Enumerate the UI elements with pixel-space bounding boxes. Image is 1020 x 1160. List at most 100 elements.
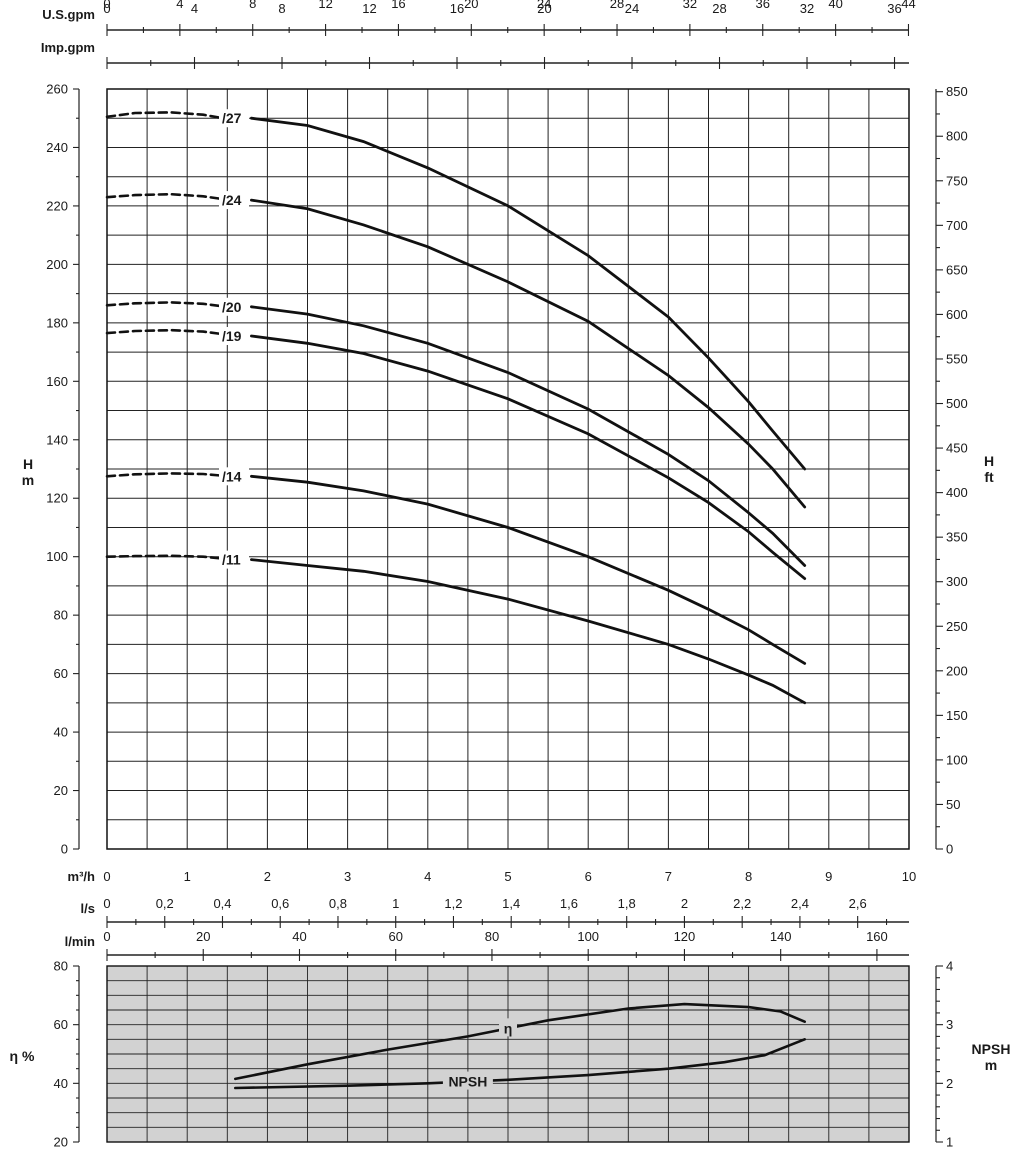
m3h-tick-label: 8 xyxy=(745,869,752,884)
head-y2-tick-label: 200 xyxy=(946,663,968,678)
m3h-tick-label: 7 xyxy=(665,869,672,884)
imp-gpm-tick-label: 12 xyxy=(362,1,376,16)
efficiency-y-axis-label: η % xyxy=(10,1048,35,1064)
head-curve-3 xyxy=(250,334,807,580)
flow-unit-axes-top: U.S.gpm Imp.gpm 0 4 8 12 16 20 24 28 32 36 40 440 4 8… xyxy=(41,0,916,69)
head-curve-2 xyxy=(250,305,807,567)
curve-label-bg xyxy=(219,109,249,128)
lmin-tick-label: 40 xyxy=(292,929,306,944)
m3h-tick-label: 0 xyxy=(103,869,110,884)
m3h-tick-label: 2 xyxy=(264,869,271,884)
lmin-axis-label: l/min xyxy=(65,934,95,949)
imp-gpm-tick-label: 36 xyxy=(887,1,901,16)
m3h-tick-label: 4 xyxy=(424,869,431,884)
us-gpm-tick-label: 28 xyxy=(610,0,624,11)
ls-tick-label: 0,2 xyxy=(156,896,174,911)
us-gpm-tick-label: 24 xyxy=(537,0,551,11)
head-y-tick-label: 40 xyxy=(54,725,68,740)
npsh-y2-tick-label: 4 xyxy=(946,959,953,974)
imp-gpm-tick-label: 32 xyxy=(800,1,814,16)
head-y-tick-label: 80 xyxy=(54,608,68,623)
eff-curve-label-bg xyxy=(442,1071,493,1090)
head-y2-tick-label: 400 xyxy=(946,485,968,500)
m3h-tick-label: 1 xyxy=(184,869,191,884)
npsh-curve xyxy=(234,1038,806,1090)
head-y2-tick-label: 800 xyxy=(946,129,968,144)
efficiency-curve xyxy=(234,1002,806,1081)
head-y2-tick-label: 650 xyxy=(946,262,968,277)
us-gpm-tick-label: 0 xyxy=(103,0,110,11)
ls-tick-label: 1,4 xyxy=(502,896,520,911)
head-y-tick-label: 200 xyxy=(46,257,68,272)
head-curve-dashed-1 xyxy=(105,192,221,200)
m3h-tick-label: 9 xyxy=(825,869,832,884)
head-y-tick-label: 100 xyxy=(46,549,68,564)
head-y-tick-label: 260 xyxy=(46,82,68,97)
head-y-tick-label: 220 xyxy=(46,198,68,213)
m3h-tick-label: 3 xyxy=(344,869,351,884)
lmin-tick-label: 140 xyxy=(770,929,792,944)
lmin-tick-label: 0 xyxy=(103,929,110,944)
ls-tick-label: 1,8 xyxy=(618,896,636,911)
head-y-tick-label: 60 xyxy=(54,666,68,681)
ls-tick-label: 2,6 xyxy=(849,896,867,911)
head-y-tick-label: 20 xyxy=(54,783,68,798)
ls-tick-label: 1,6 xyxy=(560,896,578,911)
ls-tick-label: 1 xyxy=(392,896,399,911)
head-y2-tick-label: 500 xyxy=(946,396,968,411)
head-curve-dashed-3 xyxy=(105,328,221,335)
ls-axis-label: l/s xyxy=(81,901,95,916)
lmin-tick-label: 80 xyxy=(485,929,499,944)
head-y2-tick-label: 250 xyxy=(946,619,968,634)
ls-tick-label: 2 xyxy=(681,896,688,911)
ls-tick-label: 0 xyxy=(103,896,110,911)
head-panel: H m H ft m³/h 02040608010012014016018020… xyxy=(22,82,994,885)
us-gpm-tick-label: 32 xyxy=(683,0,697,11)
head-y2-tick-label: 50 xyxy=(946,797,960,812)
curve-label-bg xyxy=(219,327,249,345)
lmin-tick-label: 60 xyxy=(388,929,402,944)
head-y-axis-label-line1: H xyxy=(23,456,33,472)
head-y2-tick-label: 350 xyxy=(946,530,968,545)
head-y-tick-label: 140 xyxy=(46,432,68,447)
head-curve-dashed-2 xyxy=(105,301,221,308)
m3h-tick-label: 5 xyxy=(504,869,511,884)
lmin-tick-label: 20 xyxy=(196,929,210,944)
imp-gpm-tick-label: 0 xyxy=(103,1,110,16)
head-y-tick-label: 0 xyxy=(61,842,68,857)
imp-gpm-axis-label: Imp.gpm xyxy=(41,40,95,55)
us-gpm-tick-label: 44 xyxy=(901,0,915,11)
imp-gpm-tick-label: 16 xyxy=(450,1,464,16)
head-y2-tick-label: 0 xyxy=(946,842,953,857)
eff-y-tick-label: 60 xyxy=(54,1017,68,1032)
imp-gpm-tick-label: 4 xyxy=(191,1,198,16)
head-y2-axis-label-line2: ft xyxy=(984,469,994,485)
head-y-tick-label: 180 xyxy=(46,315,68,330)
imp-gpm-tick-label: 28 xyxy=(712,1,726,16)
efficiency-curve-label: η xyxy=(504,1020,513,1036)
curve-label-bg xyxy=(219,550,249,569)
curve-label-bg xyxy=(219,191,249,210)
curve-label: /27 xyxy=(222,110,242,126)
head-y2-tick-label: 850 xyxy=(946,84,968,99)
imp-gpm-tick-label: 8 xyxy=(278,1,285,16)
head-y-tick-label: 160 xyxy=(46,374,68,389)
ls-tick-label: 0,6 xyxy=(271,896,289,911)
curve-label: /24 xyxy=(222,192,242,208)
head-y2-tick-label: 450 xyxy=(946,441,968,456)
efficiency-npsh-panel: η % NPSH m 20 40 60 80 1 2 3 4 η NPSH xyxy=(10,959,1011,1150)
us-gpm-tick-label: 12 xyxy=(318,0,332,11)
head-y2-tick-label: 600 xyxy=(946,307,968,322)
imp-gpm-tick-label: 20 xyxy=(537,1,551,16)
npsh-y2-axis-label-line1: NPSH xyxy=(972,1041,1011,1057)
head-y2-tick-label: 550 xyxy=(946,351,968,366)
head-curve-4 xyxy=(250,474,807,665)
curve-label: /19 xyxy=(222,328,242,344)
head-plot-frame xyxy=(106,88,910,850)
curve-label-bg xyxy=(219,297,249,316)
us-gpm-tick-label: 16 xyxy=(391,0,405,11)
lmin-tick-label: 160 xyxy=(866,929,888,944)
head-y2-tick-label: 100 xyxy=(946,752,968,767)
head-y-tick-label: 120 xyxy=(46,491,68,506)
flow-unit-axes-bottom: l/s l/min 0 0,2 0,4 0,6 0,8 1 1,2 1,4 1,6 1,8 2 2,2… xyxy=(65,896,909,961)
